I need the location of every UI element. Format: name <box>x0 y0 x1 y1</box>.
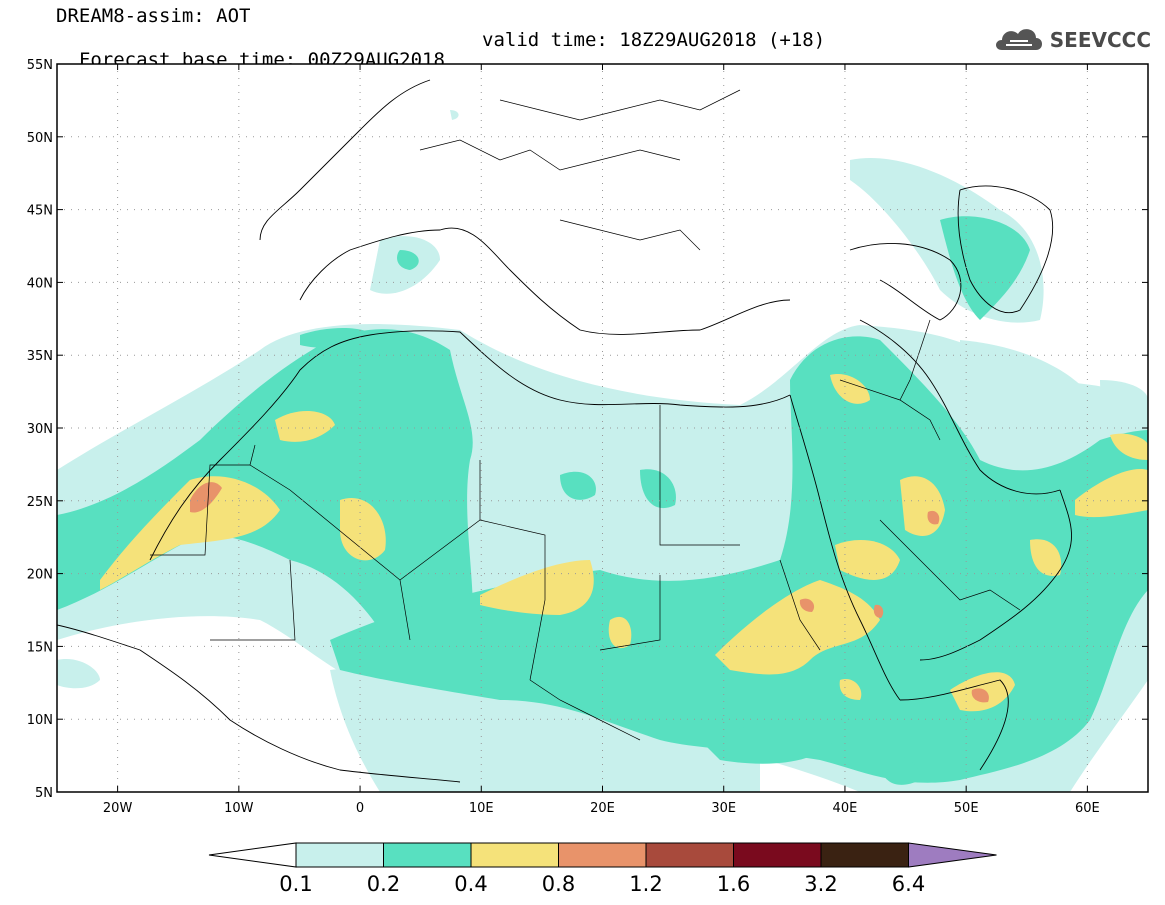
lon-labels: 20W 10W 0 10E 20E 30E 40E 50E 60E <box>103 801 1100 816</box>
lon-label: 40E <box>833 801 858 816</box>
colorbar-min-arrow <box>208 842 297 868</box>
colorbar-swatch <box>383 842 472 868</box>
lat-label: 40N <box>27 276 53 291</box>
lat-label: 50N <box>27 131 53 146</box>
lat-label: 20N <box>27 568 53 583</box>
lat-label: 35N <box>27 349 53 364</box>
colorbar-label: 3.2 <box>804 872 838 896</box>
colorbar-swatch <box>295 842 384 868</box>
colorbar-swatch <box>733 842 822 868</box>
logo-text: SEEVCCC <box>1049 28 1151 52</box>
colorbar-label: 6.4 <box>891 872 926 896</box>
lat-label: 30N <box>27 422 53 437</box>
lat-label: 45N <box>27 204 53 219</box>
colorbar-swatch <box>470 842 559 868</box>
lat-label: 15N <box>27 640 53 655</box>
lon-label: 0 <box>356 801 364 816</box>
lat-labels: 55N 50N 45N 40N 35N 30N 25N 20N 15N 10N 5N <box>27 58 53 801</box>
colorbar-label: 0.1 <box>279 872 313 896</box>
aot-band-0.8 <box>190 482 989 703</box>
lon-label: 60E <box>1075 801 1100 816</box>
coastlines <box>57 79 1072 783</box>
lon-label: 50E <box>954 801 979 816</box>
colorbar-label: 0.4 <box>454 872 488 896</box>
aot-band-0.4 <box>100 374 1148 712</box>
colorbar-label: 0.2 <box>366 872 401 896</box>
lon-label: 30E <box>711 801 736 816</box>
colorbar-swatch <box>558 842 647 868</box>
colorbar-swatch <box>645 842 734 868</box>
lon-label: 20W <box>103 801 133 816</box>
cloud-icon <box>995 29 1042 50</box>
lat-label: 25N <box>27 495 53 510</box>
colorbar-label: 1.2 <box>629 872 663 896</box>
colorbar-max-arrow <box>908 842 997 868</box>
seevccc-logo: SEEVCCC <box>992 24 1151 56</box>
map-title: DREAM8-assim: AOT <box>56 5 251 27</box>
colorbar <box>208 842 997 868</box>
aot-band-0.2 <box>57 216 1148 785</box>
valid-time-text: valid time: 18Z29AUG2018 (+18) <box>482 29 826 51</box>
colorbar-swatch <box>820 842 909 868</box>
country-borders <box>150 89 1021 741</box>
lon-label: 10E <box>469 801 494 816</box>
lon-label: 20E <box>590 801 615 816</box>
lat-label: 5N <box>35 786 53 801</box>
grid-lines <box>57 64 1148 792</box>
colorbar-label: 0.8 <box>541 872 576 896</box>
axis-ticks <box>57 63 1148 793</box>
lat-label: 10N <box>27 713 53 728</box>
lat-label: 55N <box>27 58 53 73</box>
colorbar-label: 1.6 <box>716 872 751 896</box>
lon-label: 10W <box>224 801 254 816</box>
